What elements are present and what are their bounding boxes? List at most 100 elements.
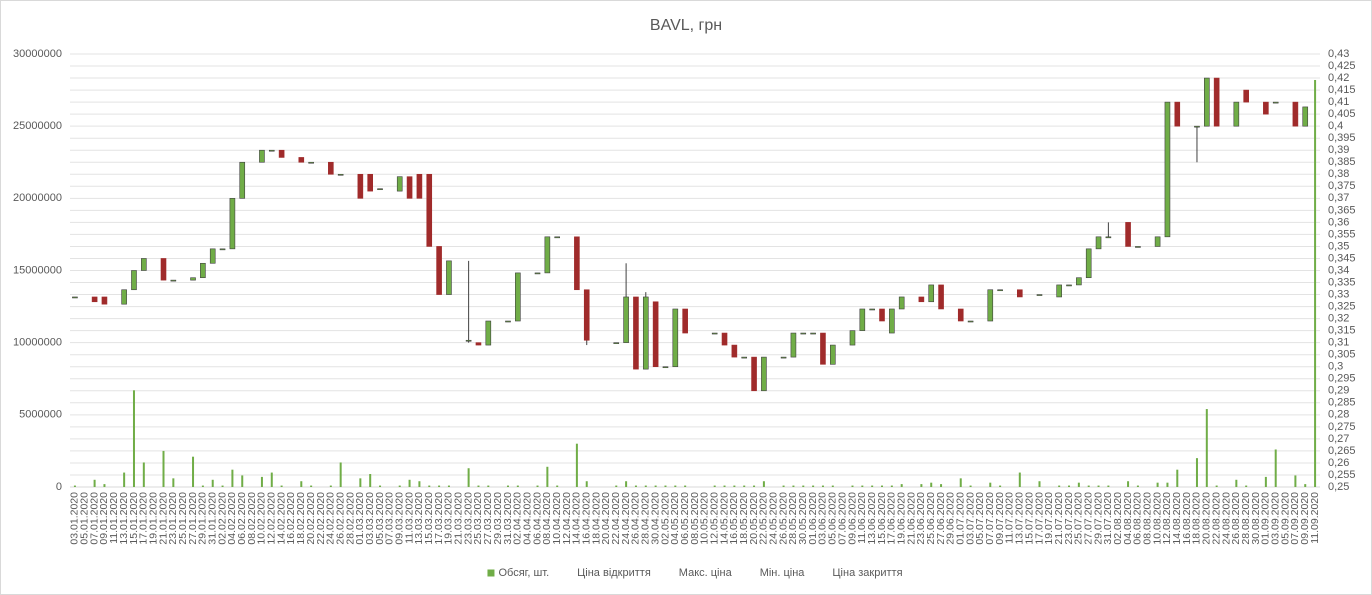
x-tick-label: 01.07.2020 <box>955 492 967 545</box>
volume-bar <box>575 443 578 487</box>
volume-bar <box>812 485 815 487</box>
y2-tick-label: 0,365 <box>1328 204 1356 216</box>
candle-body <box>662 366 669 369</box>
candle-body <box>918 296 925 303</box>
volume-bar <box>556 485 559 487</box>
x-tick-label: 01.03.2020 <box>354 492 366 545</box>
x-tick-label: 09.09.2020 <box>1299 492 1311 545</box>
x-tick-label: 23.07.2020 <box>1063 492 1075 545</box>
volume-bar <box>546 466 549 487</box>
volume-bar <box>989 482 992 487</box>
volume-bar <box>73 485 76 487</box>
candle-body <box>810 332 816 335</box>
x-tick-label: 31.01.2020 <box>206 492 218 545</box>
volume-bar <box>1215 485 1218 487</box>
x-tick-label: 27.03.2020 <box>482 492 494 545</box>
x-tick-label: 10.05.2020 <box>699 492 711 545</box>
volume-bar <box>379 485 382 487</box>
chart-title: BAVL, грн <box>650 17 722 34</box>
y2-tick-label: 0,28 <box>1328 409 1349 421</box>
y2-tick-label: 0,4 <box>1328 120 1343 132</box>
volume-bar <box>270 472 273 487</box>
x-tick-label: 05.09.2020 <box>1279 492 1291 545</box>
candle-body <box>219 248 226 251</box>
candle-body <box>239 161 246 199</box>
x-tick-label: 23.01.2020 <box>167 492 179 545</box>
volume-bar <box>1068 485 1071 487</box>
volume-bar <box>782 485 785 487</box>
y2-tick-label: 0,35 <box>1328 240 1349 252</box>
candle-body <box>396 176 403 192</box>
volume-bar <box>221 485 224 487</box>
y2-tick-label: 0,43 <box>1328 48 1349 60</box>
volume-bar <box>428 485 431 487</box>
candle-body <box>741 356 748 359</box>
candle-body <box>1302 106 1309 127</box>
candle-body <box>642 296 649 370</box>
volume-bar <box>132 390 135 487</box>
candle-body <box>633 296 639 370</box>
x-tick-label: 04.04.2020 <box>521 492 533 545</box>
volume-bar <box>1156 482 1159 487</box>
y2-tick-label: 0,275 <box>1328 421 1356 433</box>
candle-body <box>505 320 511 323</box>
x-tick-label: 29.07.2020 <box>1092 492 1104 545</box>
x-tick-label: 13.06.2020 <box>866 492 878 545</box>
candle-body <box>928 284 935 303</box>
x-tick-label: 11.03.2020 <box>403 492 415 544</box>
volume-bar <box>339 462 342 487</box>
x-tick-label: 20.05.2020 <box>748 492 760 545</box>
candle-body <box>751 356 757 392</box>
x-tick-label: 09.06.2020 <box>846 492 858 545</box>
x-tick-label: 05.01.2020 <box>79 492 91 545</box>
volume-bar <box>398 485 401 487</box>
x-tick-label: 03.03.2020 <box>364 492 376 545</box>
candle-body <box>278 149 285 158</box>
x-tick-label: 20.02.2020 <box>305 492 317 545</box>
volume-bar <box>260 476 263 487</box>
candle-body <box>1095 236 1102 250</box>
x-tick-label: 29.01.2020 <box>197 492 209 545</box>
volume-bar <box>1087 485 1090 487</box>
candle-body <box>652 301 659 368</box>
volume-bar <box>300 481 303 487</box>
x-tick-label: 06.05.2020 <box>679 492 691 545</box>
candle-body <box>849 330 856 346</box>
candle-body <box>790 332 797 358</box>
candle-body <box>957 308 964 322</box>
x-tick-label: 26.04.2020 <box>630 492 642 545</box>
volume-bar <box>1195 458 1198 487</box>
x-tick-label: 11.09.2020 <box>1309 492 1321 544</box>
volume-bar <box>142 462 145 487</box>
volume-bar <box>93 479 96 487</box>
x-tick-label: 02.08.2020 <box>1112 492 1124 545</box>
x-tick-label: 15.06.2020 <box>876 492 888 545</box>
volume-bar <box>940 484 943 487</box>
x-tick-label: 24.02.2020 <box>325 492 337 545</box>
candle-body <box>1066 284 1072 287</box>
x-tick-label: 16.04.2020 <box>581 492 593 545</box>
volume-bar <box>329 485 332 487</box>
y2-tick-label: 0,355 <box>1328 228 1356 240</box>
x-tick-label: 19.03.2020 <box>443 492 455 545</box>
y2-tick-label: 0,295 <box>1328 373 1356 385</box>
volume-bar <box>890 485 893 487</box>
volume-bar <box>487 485 490 487</box>
x-tick-label: 15.01.2020 <box>128 492 140 545</box>
x-tick-label: 26.08.2020 <box>1230 492 1242 545</box>
x-tick-label: 12.02.2020 <box>266 492 278 545</box>
y2-tick-label: 0,255 <box>1328 469 1356 481</box>
legend-label: Обсяг, шт. <box>498 567 549 579</box>
x-tick-label: 03.09.2020 <box>1269 492 1281 545</box>
x-tick-label: 19.06.2020 <box>895 492 907 545</box>
x-tick-label: 07.07.2020 <box>984 492 996 545</box>
x-tick-label: 29.03.2020 <box>492 492 504 545</box>
candle-body <box>574 236 580 291</box>
volume-bar <box>172 478 175 487</box>
volume-bar <box>408 479 411 487</box>
x-tick-label: 13.01.2020 <box>118 492 130 545</box>
candle-body <box>141 258 147 271</box>
candle-body <box>623 296 629 343</box>
y-tick-label: 15000000 <box>13 264 62 276</box>
candle-body <box>357 173 364 199</box>
